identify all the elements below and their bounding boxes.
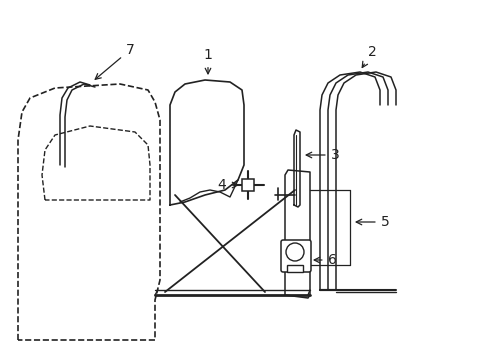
Text: 2: 2 [362,45,376,67]
Text: 4: 4 [217,178,237,192]
Text: 6: 6 [313,253,336,267]
Text: 7: 7 [95,43,134,79]
Text: 3: 3 [305,148,339,162]
Text: 1: 1 [203,48,212,74]
Text: 5: 5 [355,215,388,229]
Bar [286,265,303,272]
FancyBboxPatch shape [281,240,310,272]
Bar [242,179,253,191]
